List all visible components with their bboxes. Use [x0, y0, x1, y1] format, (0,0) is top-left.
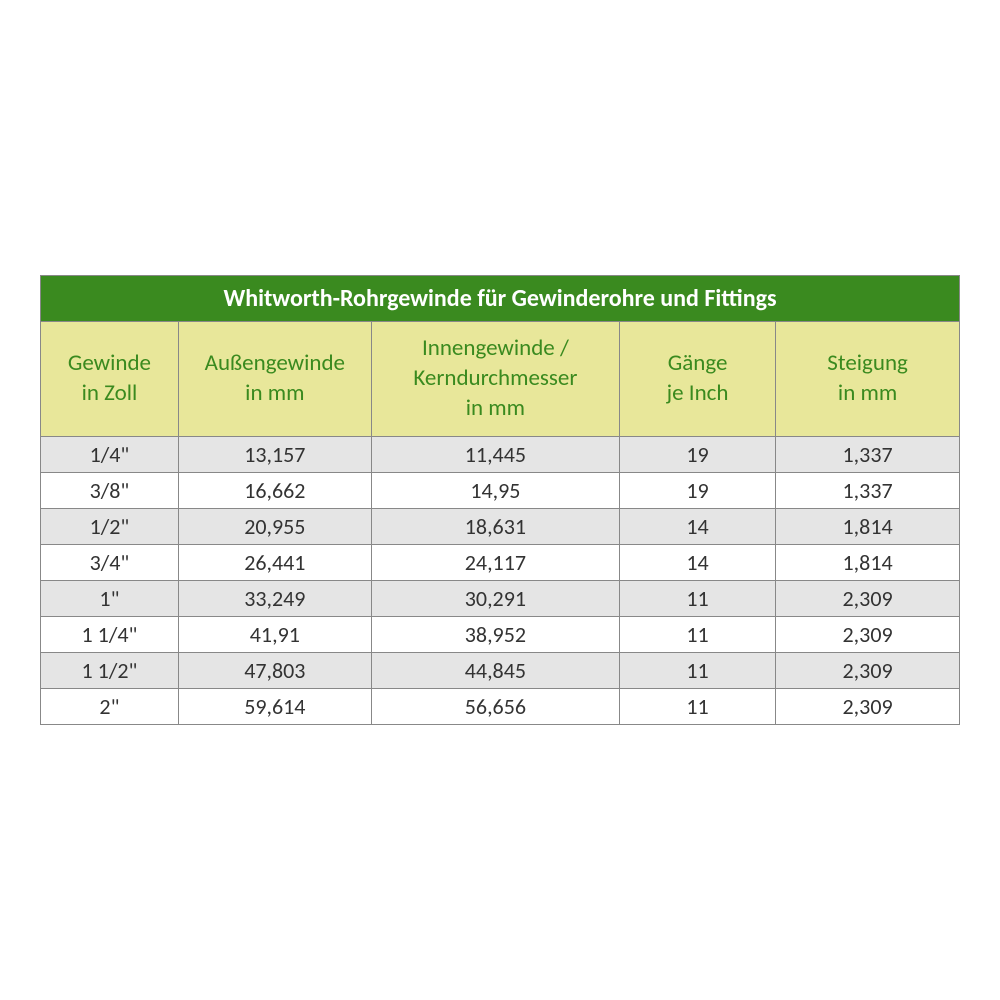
- column-header-gaenge: Gänge je Inch: [619, 322, 775, 437]
- cell-gewinde: 1": [41, 580, 179, 616]
- table-row: 1 1/2" 47,803 44,845 11 2,309: [41, 652, 960, 688]
- cell-steigung: 2,309: [776, 688, 960, 724]
- cell-steigung: 2,309: [776, 616, 960, 652]
- cell-innengewinde: 38,952: [371, 616, 619, 652]
- cell-gaenge: 11: [619, 688, 775, 724]
- cell-innengewinde: 44,845: [371, 652, 619, 688]
- cell-innengewinde: 11,445: [371, 436, 619, 472]
- cell-steigung: 2,309: [776, 580, 960, 616]
- column-header-gewinde: Gewinde in Zoll: [41, 322, 179, 437]
- cell-gewinde: 2": [41, 688, 179, 724]
- table-row: 3/8" 16,662 14,95 19 1,337: [41, 472, 960, 508]
- column-header-innengewinde: Innengewinde / Kerndurchmesser in mm: [371, 322, 619, 437]
- cell-steigung: 1,814: [776, 544, 960, 580]
- cell-gewinde: 3/4": [41, 544, 179, 580]
- cell-aussengewinde: 41,91: [178, 616, 371, 652]
- table-row: 2" 59,614 56,656 11 2,309: [41, 688, 960, 724]
- cell-aussengewinde: 13,157: [178, 436, 371, 472]
- cell-innengewinde: 24,117: [371, 544, 619, 580]
- cell-gewinde: 1/4": [41, 436, 179, 472]
- table-row: 3/4" 26,441 24,117 14 1,814: [41, 544, 960, 580]
- table-title: Whitworth-Rohrgewinde für Gewinderohre u…: [41, 276, 960, 322]
- cell-innengewinde: 30,291: [371, 580, 619, 616]
- table-row: 1/4" 13,157 11,445 19 1,337: [41, 436, 960, 472]
- cell-gewinde: 1 1/2": [41, 652, 179, 688]
- cell-aussengewinde: 20,955: [178, 508, 371, 544]
- table-title-row: Whitworth-Rohrgewinde für Gewinderohre u…: [41, 276, 960, 322]
- table-row: 1 1/4" 41,91 38,952 11 2,309: [41, 616, 960, 652]
- cell-gaenge: 11: [619, 580, 775, 616]
- cell-steigung: 1,814: [776, 508, 960, 544]
- cell-gaenge: 14: [619, 508, 775, 544]
- cell-gaenge: 19: [619, 436, 775, 472]
- thread-table-container: Whitworth-Rohrgewinde für Gewinderohre u…: [40, 275, 960, 725]
- cell-aussengewinde: 33,249: [178, 580, 371, 616]
- cell-gaenge: 14: [619, 544, 775, 580]
- cell-steigung: 1,337: [776, 472, 960, 508]
- cell-innengewinde: 18,631: [371, 508, 619, 544]
- cell-aussengewinde: 47,803: [178, 652, 371, 688]
- cell-gewinde: 3/8": [41, 472, 179, 508]
- cell-aussengewinde: 59,614: [178, 688, 371, 724]
- thread-table: Whitworth-Rohrgewinde für Gewinderohre u…: [40, 275, 960, 725]
- cell-innengewinde: 14,95: [371, 472, 619, 508]
- cell-gaenge: 19: [619, 472, 775, 508]
- cell-aussengewinde: 16,662: [178, 472, 371, 508]
- table-row: 1/2" 20,955 18,631 14 1,814: [41, 508, 960, 544]
- cell-gewinde: 1/2": [41, 508, 179, 544]
- cell-gaenge: 11: [619, 616, 775, 652]
- column-header-aussengewinde: Außengewinde in mm: [178, 322, 371, 437]
- cell-innengewinde: 56,656: [371, 688, 619, 724]
- column-header-steigung: Steigung in mm: [776, 322, 960, 437]
- cell-aussengewinde: 26,441: [178, 544, 371, 580]
- table-body: 1/4" 13,157 11,445 19 1,337 3/8" 16,662 …: [41, 436, 960, 724]
- cell-steigung: 2,309: [776, 652, 960, 688]
- table-header-row: Gewinde in Zoll Außengewinde in mm Innen…: [41, 322, 960, 437]
- cell-gewinde: 1 1/4": [41, 616, 179, 652]
- cell-gaenge: 11: [619, 652, 775, 688]
- cell-steigung: 1,337: [776, 436, 960, 472]
- table-row: 1" 33,249 30,291 11 2,309: [41, 580, 960, 616]
